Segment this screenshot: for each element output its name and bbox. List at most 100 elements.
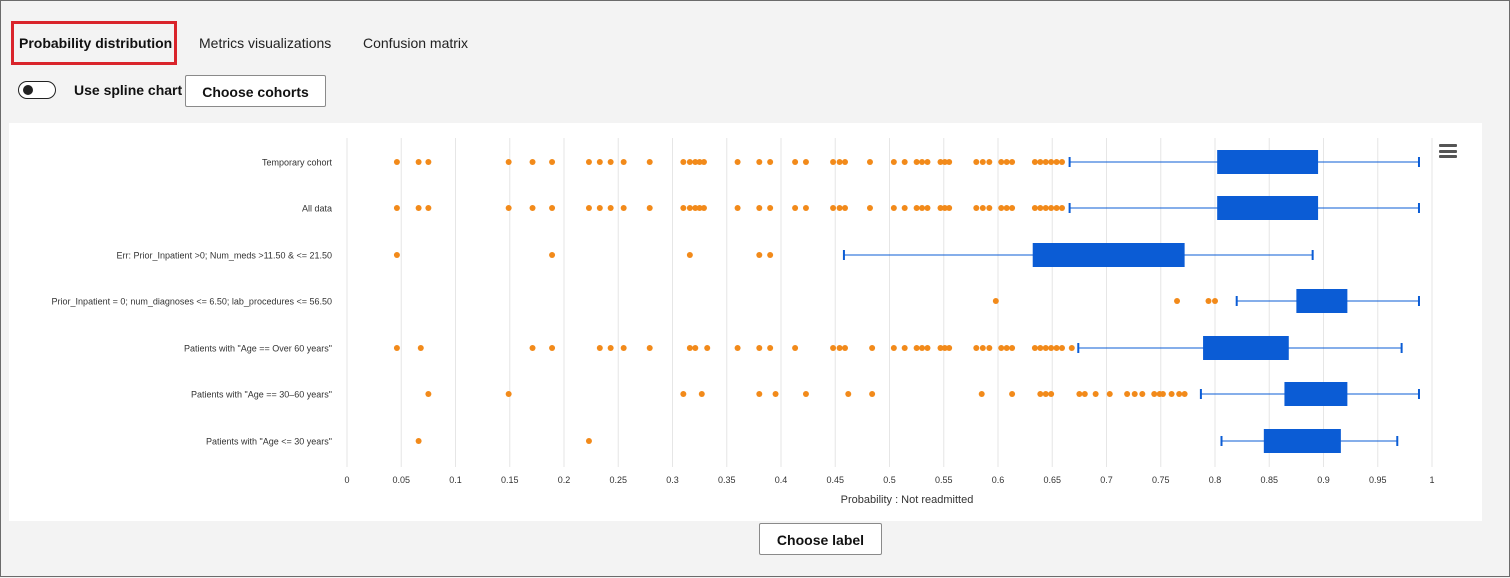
outlier-point [1168, 391, 1175, 397]
x-tick-label: 0.35 [718, 475, 736, 485]
outlier-point [1048, 391, 1055, 397]
x-tick-label: 0.2 [558, 475, 571, 485]
outlier-point [756, 205, 763, 211]
outlier-point [529, 205, 536, 211]
outlier-point [937, 345, 944, 351]
outlier-point [1037, 159, 1044, 165]
choose-cohorts-button[interactable]: Choose cohorts [185, 75, 326, 107]
outlier-point [393, 345, 400, 351]
outlier-point [1003, 345, 1010, 351]
spline-toggle[interactable] [18, 81, 56, 99]
outlier-point [866, 205, 873, 211]
outlier-point [1042, 159, 1049, 165]
y-category-label: Patients with "Age == 30–60 years" [191, 390, 332, 400]
outlier-point [1106, 391, 1113, 397]
outlier-point [973, 159, 980, 165]
chart-panel [9, 123, 1482, 521]
outlier-point [998, 159, 1005, 165]
outlier-point [946, 205, 953, 211]
x-tick-label: 0.5 [883, 475, 896, 485]
outlier-point [646, 159, 653, 165]
choose-label-button[interactable]: Choose label [759, 523, 882, 555]
outlier-point [756, 252, 763, 258]
x-tick-label: 0.1 [449, 475, 462, 485]
outlier-point [941, 345, 948, 351]
y-category-label: Prior_Inpatient = 0; num_diagnoses <= 6.… [52, 297, 332, 307]
outlier-point [919, 345, 926, 351]
outlier-point [1059, 345, 1066, 351]
outlier-point [830, 205, 837, 211]
outlier-point [842, 345, 849, 351]
outlier-point [792, 159, 799, 165]
outlier-point [585, 159, 592, 165]
outlier-point [425, 205, 432, 211]
outlier-point [919, 159, 926, 165]
outlier-point [686, 345, 693, 351]
outlier-point [607, 345, 614, 351]
x-tick-label: 0.7 [1100, 475, 1113, 485]
outlier-point [646, 345, 653, 351]
y-category-label: Patients with "Age == Over 60 years" [184, 344, 332, 354]
x-tick-label: 0.55 [935, 475, 953, 485]
box-iqr [1217, 196, 1319, 220]
outlier-point [836, 205, 843, 211]
outlier-point [1053, 345, 1060, 351]
outlier-point [700, 205, 707, 211]
outlier-point [505, 205, 512, 211]
outlier-point [869, 345, 876, 351]
x-tick-label: 0.85 [1260, 475, 1278, 485]
x-tick-label: 1 [1429, 475, 1434, 485]
outlier-point [973, 345, 980, 351]
outlier-point [767, 159, 774, 165]
outlier-point [692, 345, 699, 351]
outlier-point [842, 159, 849, 165]
outlier-point [1181, 391, 1188, 397]
outlier-point [425, 391, 432, 397]
outlier-point [901, 159, 908, 165]
outlier-point [1009, 345, 1016, 351]
outlier-point [986, 205, 993, 211]
outlier-point [1037, 345, 1044, 351]
outlier-point [1009, 391, 1016, 397]
outlier-point [842, 205, 849, 211]
outlier-point [680, 159, 687, 165]
outlier-point [836, 345, 843, 351]
box-iqr [1217, 150, 1319, 174]
outlier-point [1031, 205, 1038, 211]
outlier-point [946, 345, 953, 351]
chart-menu-icon[interactable] [1439, 144, 1457, 158]
outlier-point [1031, 159, 1038, 165]
outlier-point [973, 205, 980, 211]
outlier-point [1076, 391, 1083, 397]
outlier-point [979, 205, 986, 211]
outlier-point [986, 345, 993, 351]
outlier-point [978, 391, 985, 397]
outlier-point [1068, 345, 1075, 351]
outlier-point [1037, 391, 1044, 397]
outlier-point [1048, 159, 1055, 165]
outlier-point [646, 205, 653, 211]
outlier-point [1159, 391, 1166, 397]
outlier-point [415, 205, 422, 211]
tab-confusion-matrix[interactable]: Confusion matrix [363, 35, 469, 51]
outlier-point [393, 205, 400, 211]
x-tick-label: 0.9 [1317, 475, 1330, 485]
outlier-point [992, 298, 999, 304]
box-iqr [1263, 429, 1341, 453]
tab-metrics-visualizations[interactable]: Metrics visualizations [199, 35, 332, 51]
outlier-point [830, 159, 837, 165]
outlier-point [596, 205, 603, 211]
tab-probability-distribution[interactable]: Probability distribution [11, 21, 177, 65]
outlier-point [1009, 159, 1016, 165]
y-category-label: Err: Prior_Inpatient >0; Num_meds >11.50… [117, 251, 332, 261]
outlier-point [890, 159, 897, 165]
outlier-point [946, 159, 953, 165]
outlier-point [704, 345, 711, 351]
outlier-point [549, 205, 556, 211]
outlier-point [890, 345, 897, 351]
outlier-point [734, 159, 741, 165]
outlier-point [1037, 205, 1044, 211]
y-category-label: Temporary cohort [262, 158, 333, 168]
